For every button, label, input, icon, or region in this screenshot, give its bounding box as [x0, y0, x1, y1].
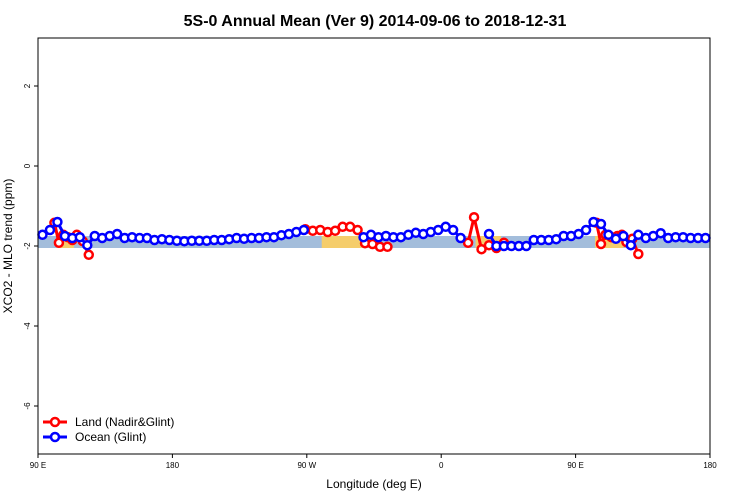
y-tick-label: -6 — [23, 402, 32, 410]
series-ocean-point — [595, 218, 607, 230]
y-tick-label: 2 — [23, 83, 32, 88]
x-tick-label: 180 — [166, 461, 180, 470]
series-ocean-point — [483, 228, 495, 240]
series-ocean-point — [603, 229, 614, 241]
x-tick-label: 90 E — [30, 461, 46, 470]
y-axis: -6 -4 -2 0 2 — [23, 83, 38, 410]
y-tick-label: -2 — [23, 242, 32, 250]
series-ocean — [37, 216, 711, 252]
series-ocean-point — [700, 232, 711, 244]
series-ocean-point — [655, 227, 666, 239]
legend-land-label: Land (Nadir&Glint) — [75, 415, 174, 429]
series-ocean-point — [52, 216, 63, 228]
series-ocean-point — [74, 231, 86, 243]
series-land-point — [83, 249, 95, 261]
x-tick-label: 90 E — [567, 461, 583, 470]
series-land-point — [633, 248, 644, 260]
legend: Land (Nadir&Glint) Ocean (Glint) — [43, 415, 174, 444]
series-ocean-point — [82, 239, 93, 251]
series-land-point — [53, 237, 65, 249]
legend-ocean-label: Ocean (Glint) — [75, 430, 146, 444]
series-ocean-point — [447, 224, 459, 236]
chart-title: 5S-0 Annual Mean (Ver 9) 2014-09-06 to 2… — [184, 13, 567, 30]
series-ocean-point — [521, 240, 532, 252]
x-tick-label: 90 W — [297, 461, 316, 470]
y-axis-label: XCO2 - MLO trend (ppm) — [1, 179, 15, 314]
series-land-point — [462, 237, 474, 249]
legend-land-marker — [49, 416, 61, 428]
series-land-point — [329, 225, 341, 237]
land-spread-band-1 — [321, 236, 367, 248]
legend-ocean-marker — [49, 431, 61, 443]
series-land-point — [382, 241, 393, 253]
x-tick-label: 180 — [703, 461, 717, 470]
series-ocean-point — [298, 224, 310, 236]
x-tick-label: 0 — [439, 461, 444, 470]
y-tick-label: -4 — [23, 322, 32, 330]
series-land-point — [468, 211, 480, 223]
series-ocean-point — [111, 228, 123, 240]
series-ocean-point — [455, 232, 466, 244]
y-tick-label: 0 — [23, 163, 32, 168]
series-ocean-point — [44, 224, 56, 236]
series-ocean-point — [573, 228, 584, 240]
series-land-point — [476, 243, 487, 255]
series-land-point — [595, 238, 607, 250]
series-ocean-point — [618, 230, 629, 242]
x-axis-label: Longitude (deg E) — [326, 477, 421, 491]
series-ocean-point — [580, 224, 592, 236]
series-layer — [37, 211, 711, 261]
series-ocean-point — [625, 239, 637, 251]
series-land-point — [352, 224, 363, 236]
x-axis: 90 E 180 90 W 0 90 E 180 — [30, 454, 717, 470]
